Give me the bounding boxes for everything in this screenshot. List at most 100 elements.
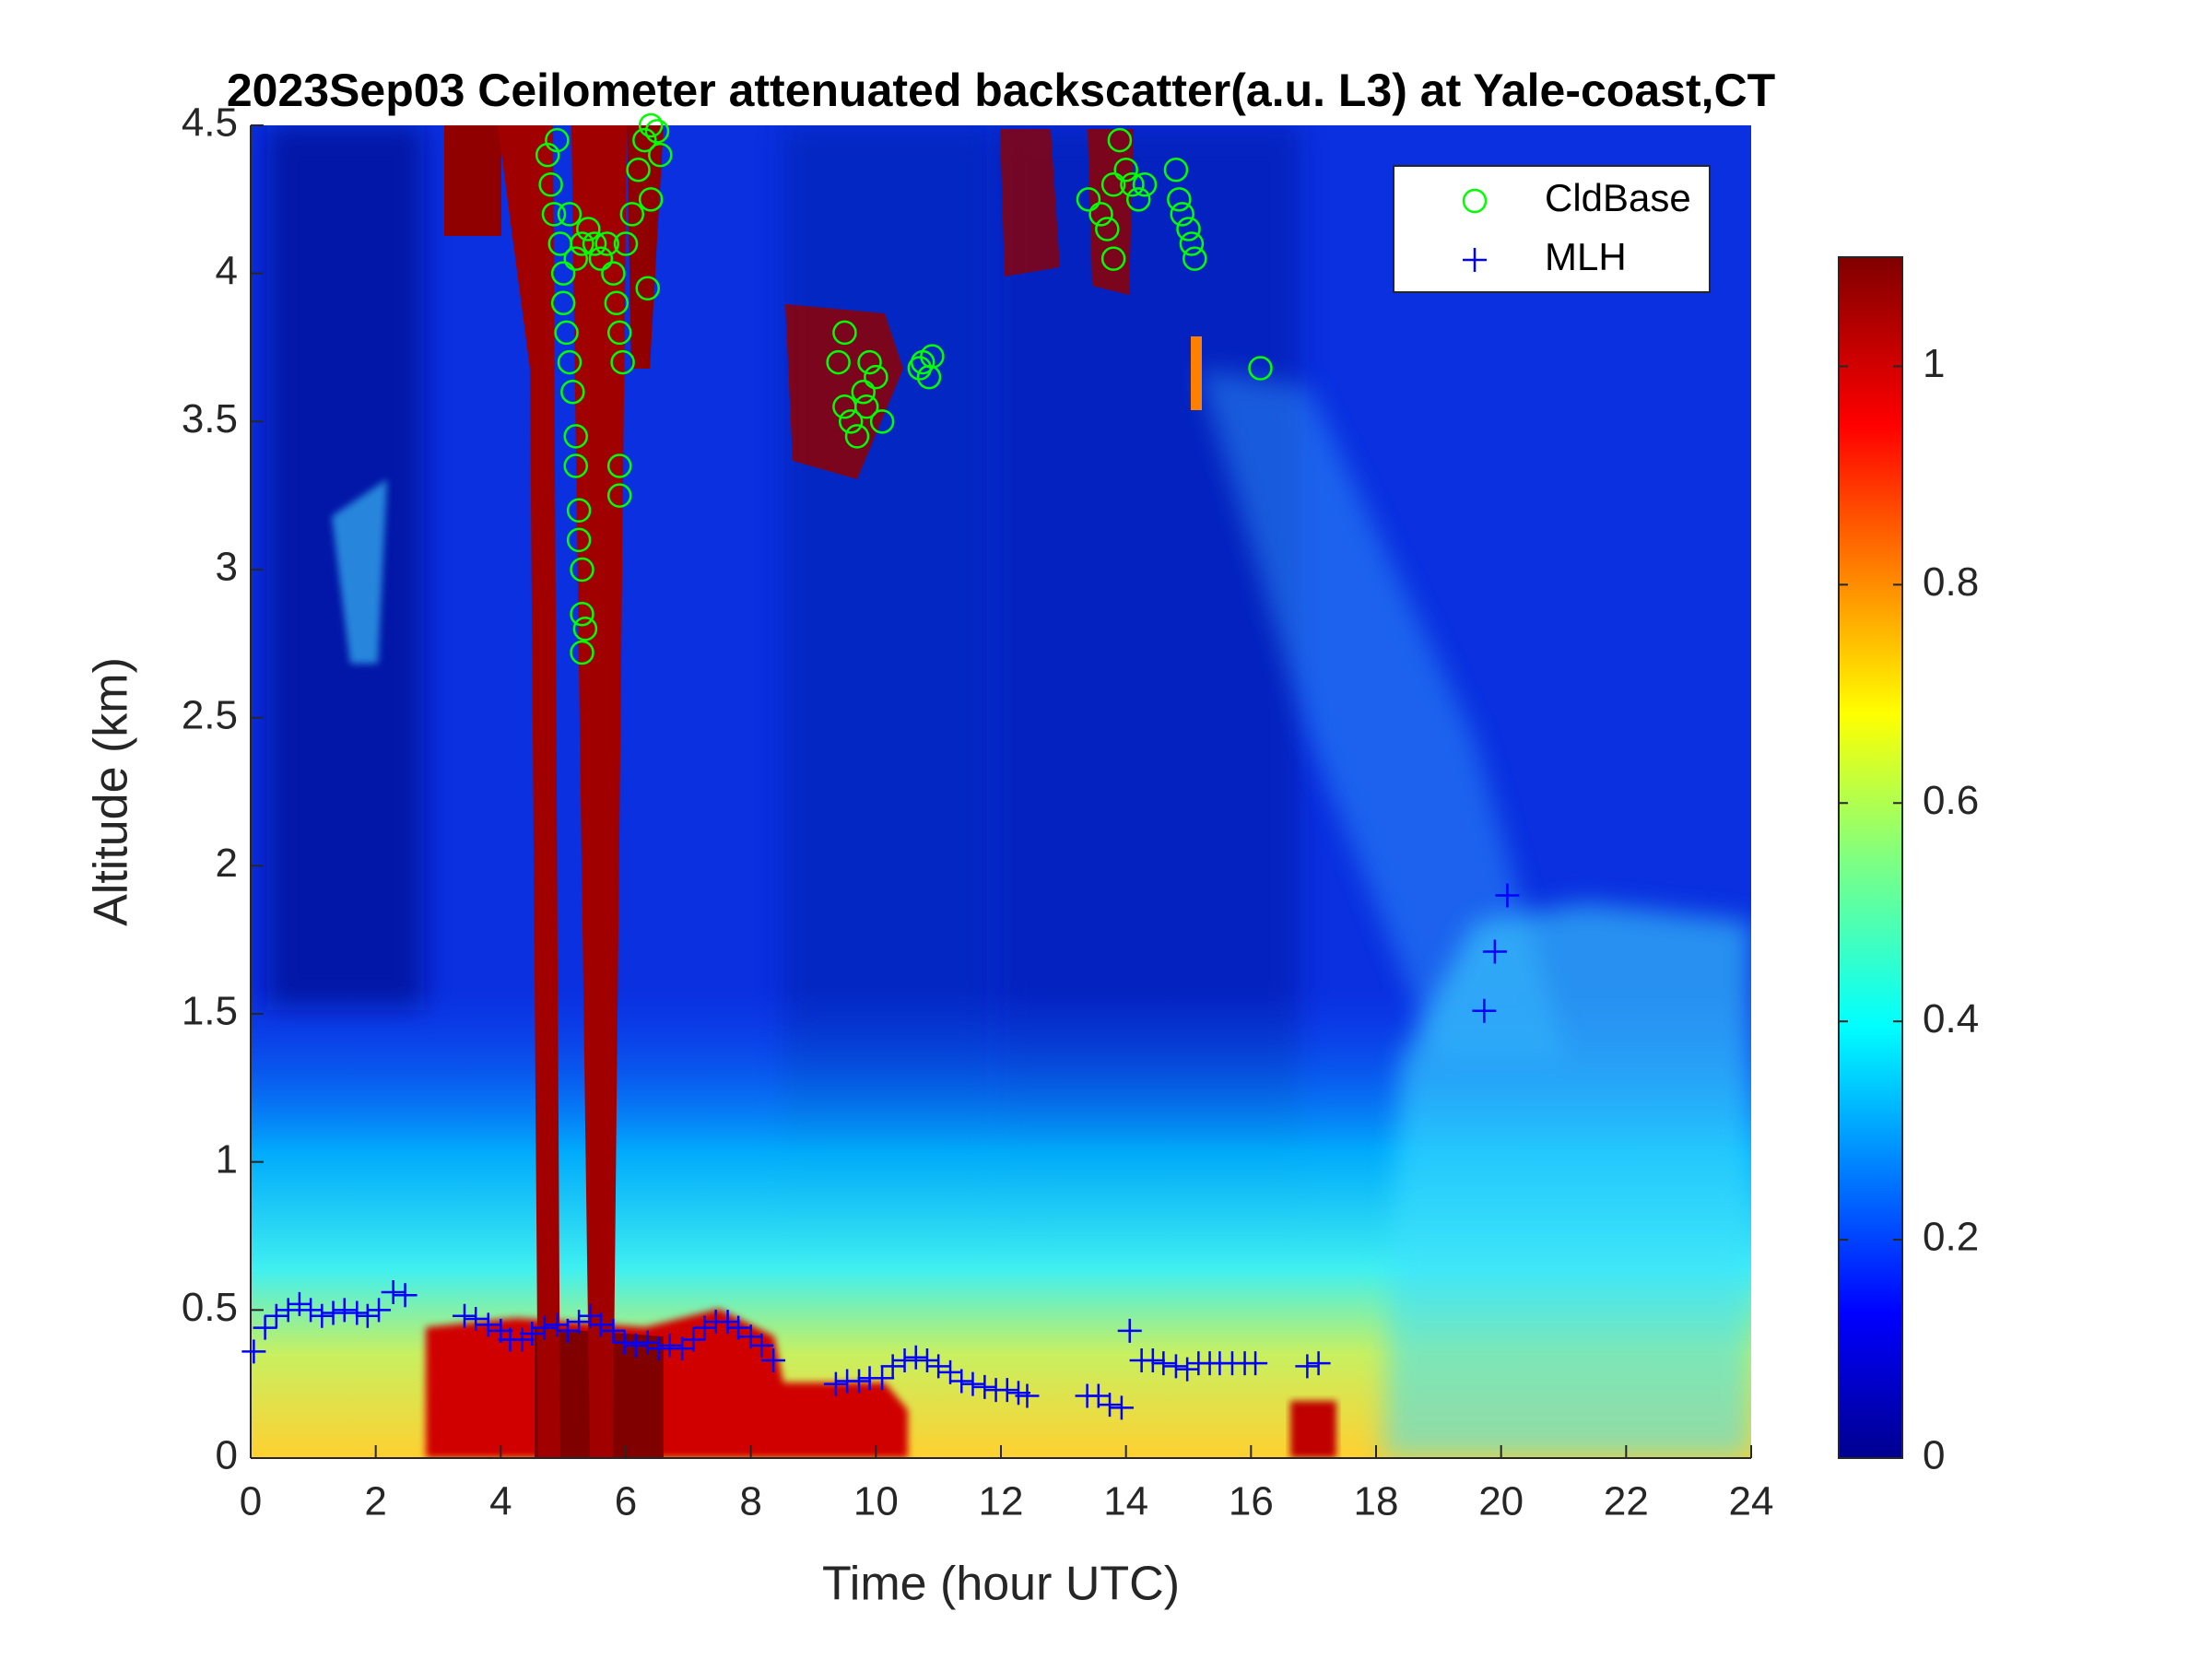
heatmap-region bbox=[1290, 1401, 1336, 1458]
cloud-base-marker bbox=[626, 157, 651, 182]
mlh-marker bbox=[310, 1303, 335, 1328]
mlh-marker bbox=[452, 1303, 477, 1328]
cloud-base-marker bbox=[864, 364, 888, 390]
heatmap-region bbox=[1198, 369, 1567, 1060]
cloud-base-marker bbox=[588, 246, 614, 271]
mlh-marker bbox=[892, 1347, 917, 1372]
mlh-marker bbox=[847, 1369, 872, 1394]
mlh-marker bbox=[761, 1347, 786, 1372]
mlh-marker bbox=[299, 1298, 324, 1323]
cloud-base-marker bbox=[907, 356, 933, 381]
legend-symbol bbox=[1463, 248, 1487, 272]
cloud-base-marker bbox=[570, 640, 594, 665]
x-tick-label: 14 bbox=[1103, 1479, 1148, 1524]
mlh-marker bbox=[1243, 1351, 1268, 1376]
mlh-marker bbox=[545, 1312, 570, 1337]
cloud-base-marker bbox=[1170, 202, 1194, 227]
mlh-marker bbox=[1151, 1351, 1176, 1376]
cloud-base-marker bbox=[1132, 172, 1158, 197]
cloud-base-marker bbox=[606, 453, 632, 478]
cloud-base-marker bbox=[844, 424, 870, 449]
y-tick-label: 4.5 bbox=[182, 100, 238, 146]
mlh-marker bbox=[994, 1378, 1019, 1403]
cloud-base-marker bbox=[557, 349, 582, 375]
x-tick-label: 8 bbox=[739, 1479, 761, 1524]
mlh-marker bbox=[1495, 883, 1520, 908]
heatmap-region bbox=[444, 125, 501, 236]
cloud-base-marker bbox=[550, 261, 576, 286]
cloud-base-marker bbox=[632, 127, 657, 153]
heatmap-region bbox=[627, 125, 664, 369]
mlh-marker bbox=[601, 1318, 626, 1343]
heatmap bbox=[251, 125, 1751, 1458]
x-tick-label: 6 bbox=[615, 1479, 637, 1524]
cloud-base-marker bbox=[869, 409, 895, 434]
chart-title: 2023Sep03 Ceilometer attenuated backscat… bbox=[227, 65, 1775, 116]
mlh-marker bbox=[253, 1315, 277, 1340]
cloud-base-marker bbox=[1179, 231, 1205, 256]
x-tick-label: 0 bbox=[240, 1479, 262, 1524]
mlh-marker bbox=[749, 1333, 774, 1358]
cloud-base-marker bbox=[613, 231, 639, 256]
cloud-base-marker bbox=[554, 320, 579, 346]
y-tick-label: 3.5 bbox=[182, 396, 238, 441]
cloud-base-marker bbox=[1100, 246, 1126, 271]
cloud-base-marker bbox=[566, 498, 592, 523]
mlh-marker bbox=[972, 1374, 997, 1399]
cloud-base-marker bbox=[604, 290, 629, 316]
cloud-base-marker bbox=[538, 172, 563, 197]
mlh-marker bbox=[726, 1315, 751, 1340]
x-tick-label: 20 bbox=[1478, 1479, 1524, 1524]
mlh-marker bbox=[823, 1371, 848, 1396]
mlh-marker bbox=[345, 1300, 370, 1325]
mlh-marker bbox=[332, 1298, 357, 1323]
y-tick-label: 2.5 bbox=[182, 692, 238, 737]
mlh-marker bbox=[657, 1333, 682, 1358]
cloud-base-marker bbox=[570, 231, 594, 256]
mlh-marker bbox=[355, 1303, 380, 1328]
cloud-base-marker bbox=[606, 483, 632, 508]
cloud-base-marker bbox=[594, 231, 619, 256]
y-axis-label: Altitude (km) bbox=[85, 657, 138, 926]
mlh-marker bbox=[464, 1306, 488, 1331]
mlh-marker bbox=[264, 1303, 288, 1328]
mlh-marker bbox=[367, 1298, 392, 1323]
cloud-base-marker bbox=[1248, 356, 1273, 381]
cloud-base-marker bbox=[610, 349, 635, 375]
colorbar-tick-label: 0 bbox=[1923, 1433, 1945, 1478]
markers bbox=[241, 112, 1520, 1420]
x-tick-label: 22 bbox=[1604, 1479, 1649, 1524]
cloud-base-marker bbox=[635, 276, 660, 300]
heatmap-region bbox=[1382, 903, 1751, 1458]
mlh-marker bbox=[635, 1330, 660, 1355]
mlh-marker bbox=[1175, 1357, 1200, 1382]
x-tick-label: 10 bbox=[853, 1479, 899, 1524]
mlh-marker bbox=[1306, 1351, 1331, 1376]
x-tick-label: 24 bbox=[1729, 1479, 1774, 1524]
y-tick-label: 4 bbox=[216, 248, 238, 293]
heatmap-region bbox=[1191, 336, 1202, 410]
y-tick-label: 2 bbox=[216, 841, 238, 886]
cloud-base-marker bbox=[638, 112, 664, 138]
mlh-marker bbox=[681, 1327, 706, 1352]
mlh-marker bbox=[476, 1312, 500, 1337]
legend-symbol bbox=[1462, 188, 1488, 214]
mlh-marker bbox=[1098, 1393, 1123, 1418]
mlh-marker bbox=[393, 1283, 418, 1308]
mlh-marker bbox=[715, 1310, 740, 1335]
cloud-base-marker bbox=[570, 557, 594, 582]
mlh-marker bbox=[241, 1339, 266, 1364]
x-axis-label: Time (hour UTC) bbox=[822, 1558, 1180, 1611]
mlh-marker bbox=[1015, 1383, 1040, 1408]
mlh-marker bbox=[510, 1327, 535, 1352]
mlh-marker bbox=[1117, 1318, 1142, 1343]
cloud-base-marker bbox=[1176, 217, 1201, 241]
cloud-base-marker bbox=[545, 127, 570, 153]
cloud-base-marker bbox=[1125, 187, 1151, 212]
mlh-marker bbox=[1295, 1354, 1320, 1379]
mlh-marker bbox=[1109, 1395, 1134, 1420]
colorbar-tick-label: 0.6 bbox=[1923, 778, 1979, 823]
cloud-base-marker bbox=[619, 202, 645, 227]
cloud-base-marker bbox=[560, 379, 585, 405]
